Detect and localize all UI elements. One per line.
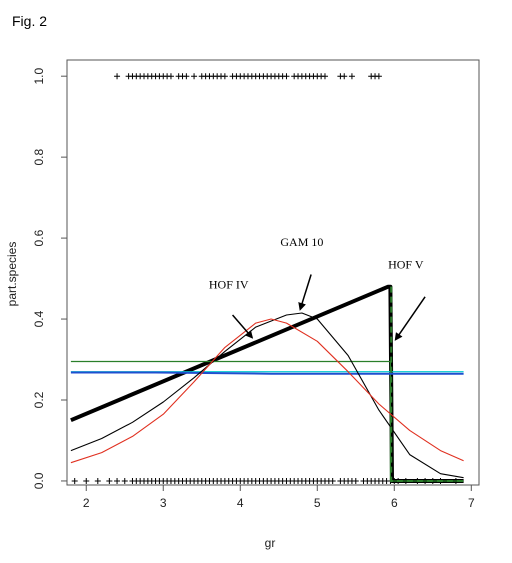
x-tick-label: 7 xyxy=(468,496,475,510)
rug-point-absent xyxy=(71,477,78,484)
annotation-arrow xyxy=(394,296,426,341)
x-tick-label: 2 xyxy=(83,496,90,510)
plot-frame xyxy=(66,59,480,486)
rug-point-absent xyxy=(83,477,90,484)
series-line-dashed-overlay xyxy=(390,286,464,482)
series-line-hof-iv xyxy=(70,318,464,464)
annotation-label: HOF V xyxy=(388,257,424,271)
rug-point-present xyxy=(167,73,174,80)
annotation-background xyxy=(375,254,436,275)
annotation-arrow xyxy=(232,314,254,339)
rug-point-absent xyxy=(121,477,128,484)
rug-point-present xyxy=(321,73,328,80)
rug-point-present xyxy=(191,73,198,80)
annotation-arrow xyxy=(298,274,312,311)
rug-point-present xyxy=(221,73,228,80)
rug-point-present xyxy=(183,73,190,80)
rug-point-present xyxy=(114,73,121,80)
rug-point-absent xyxy=(329,477,336,484)
rug-point-absent xyxy=(352,477,359,484)
y-tick-label: 0.6 xyxy=(32,229,46,246)
annotation-label: GAM 10 xyxy=(280,235,323,249)
plot-area: 2 3 4 5 6 7 0.0 0.2 0.4 0.6 0.8 1.0 HOF IV GAM 10 HOF … xyxy=(32,68,475,510)
y-tick-label: 0.2 xyxy=(32,391,46,408)
x-tick-label: 6 xyxy=(391,496,398,510)
rug-point-absent xyxy=(94,477,101,484)
rug-point-present xyxy=(283,73,290,80)
rug-point-present xyxy=(375,73,382,80)
y-tick-label: 1.0 xyxy=(32,68,46,85)
annotation-label: HOF IV xyxy=(209,278,249,292)
x-tick-label: 3 xyxy=(160,496,167,510)
y-tick-label: 0.8 xyxy=(32,148,46,165)
series-line-green-step xyxy=(70,360,464,482)
rug-point-present xyxy=(348,73,355,80)
annotation-background xyxy=(198,274,259,295)
y-tick-label: 0.4 xyxy=(32,310,46,327)
x-tick-label: 4 xyxy=(237,496,244,510)
figure-label: Fig. 2 xyxy=(12,13,47,29)
annotation-background xyxy=(271,232,332,253)
rug-point-present xyxy=(341,73,348,80)
y-tick-label: 0.0 xyxy=(32,472,46,489)
rug-point-absent xyxy=(114,477,121,484)
y-axis-title: part.species xyxy=(5,242,19,307)
series-line-blue-segments xyxy=(70,371,464,375)
series-line-gam10 xyxy=(70,312,464,479)
series-line-hof-v xyxy=(70,284,464,483)
rug-point-absent xyxy=(106,477,113,484)
x-axis-title: gr xyxy=(265,536,276,550)
x-tick-label: 5 xyxy=(314,496,321,510)
